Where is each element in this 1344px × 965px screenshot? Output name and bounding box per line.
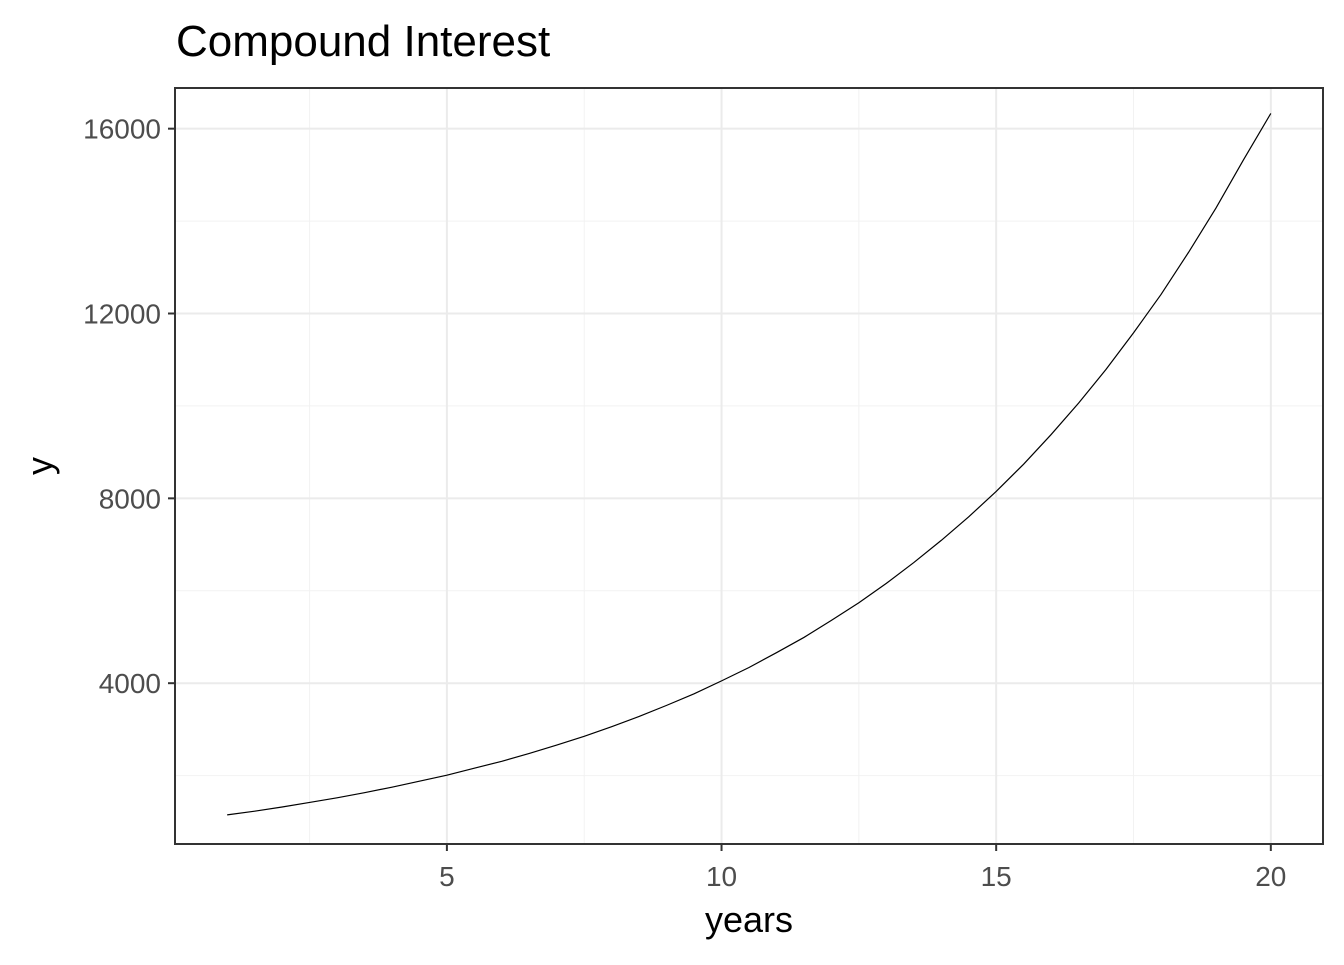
plot-panel (175, 88, 1323, 844)
y-tick-label: 4000 (99, 668, 161, 699)
x-tick-label: 5 (439, 861, 455, 892)
series-line (227, 113, 1272, 816)
y-axis: 4000 8000 12000 16000 (83, 114, 175, 699)
major-gridlines (175, 88, 1323, 844)
x-tick-label: 10 (706, 861, 737, 892)
y-tick-label: 8000 (99, 483, 161, 514)
y-axis-title: y (19, 457, 60, 475)
series-layer (227, 113, 1272, 816)
x-tick-label: 20 (1255, 861, 1286, 892)
y-tick-label: 16000 (83, 114, 161, 145)
chart-title: Compound Interest (176, 17, 550, 66)
x-axis-title: years (705, 899, 793, 940)
y-tick-label: 12000 (83, 299, 161, 330)
plot-border (174, 87, 1324, 845)
x-axis: 5 10 15 20 (439, 844, 1286, 892)
x-tick-label: 15 (981, 861, 1012, 892)
minor-gridlines (175, 88, 1323, 844)
